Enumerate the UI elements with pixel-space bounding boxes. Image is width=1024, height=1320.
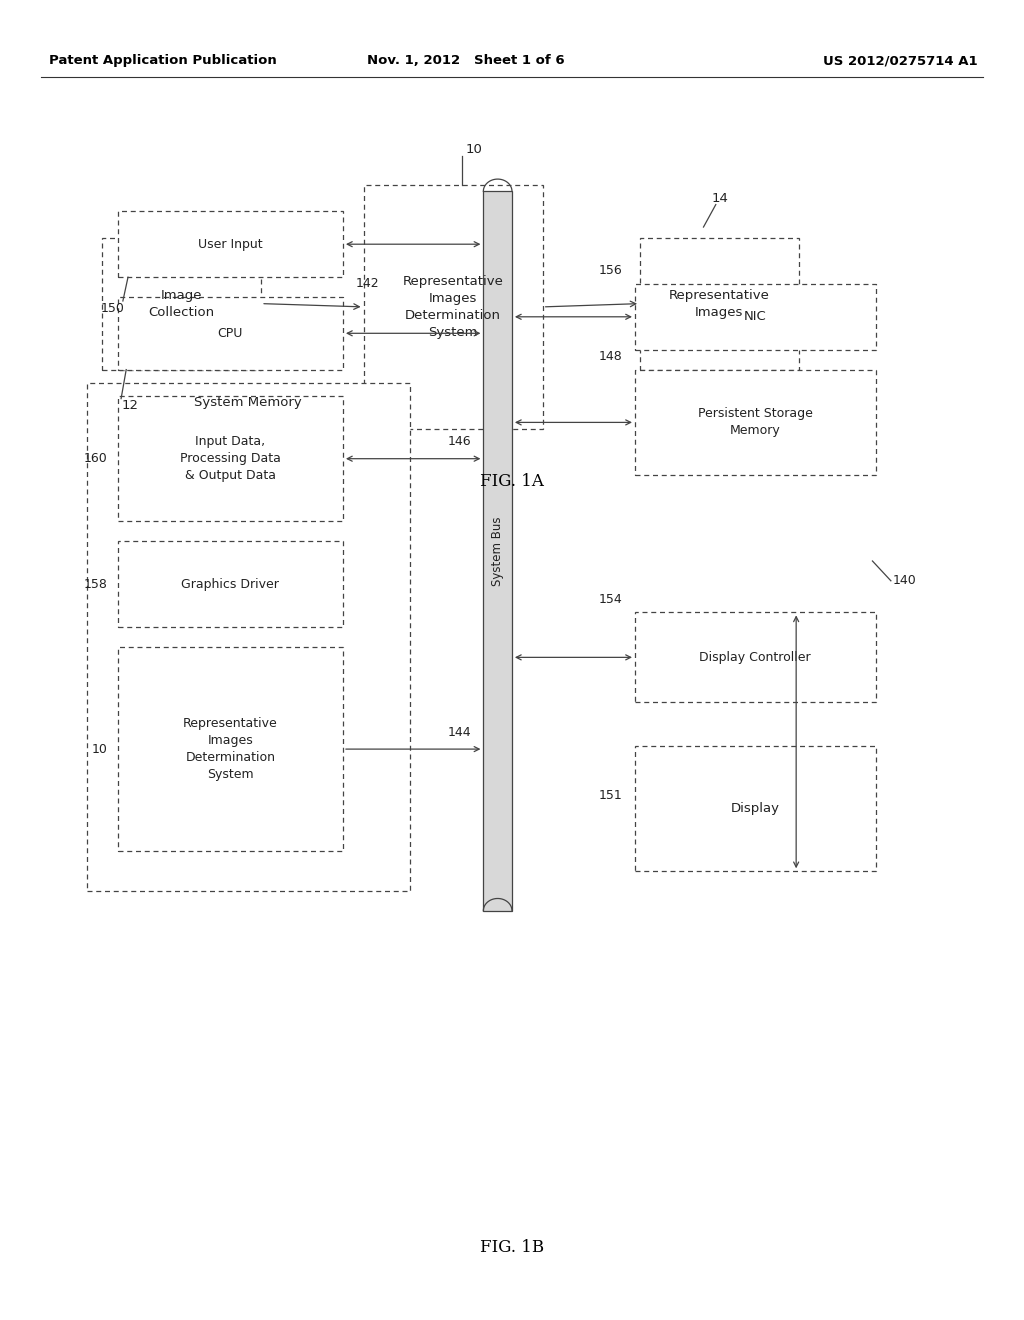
Text: 156: 156 — [599, 264, 623, 277]
Text: 12: 12 — [121, 399, 138, 412]
Bar — [87, 383, 410, 891]
Text: 140: 140 — [893, 574, 916, 587]
Text: 160: 160 — [84, 453, 108, 465]
Text: 151: 151 — [599, 789, 623, 801]
Bar — [118, 297, 343, 370]
Text: 144: 144 — [447, 726, 471, 739]
Bar — [635, 746, 876, 871]
Bar — [118, 396, 343, 521]
Text: Image
Collection: Image Collection — [148, 289, 215, 318]
Text: Representative
Images
Determination
System: Representative Images Determination Syst… — [183, 717, 278, 781]
Text: Input Data,
Processing Data
& Output Data: Input Data, Processing Data & Output Dat… — [180, 436, 281, 482]
Text: Persistent Storage
Memory: Persistent Storage Memory — [697, 408, 813, 437]
Bar — [635, 284, 876, 350]
Text: Graphics Driver: Graphics Driver — [181, 578, 280, 590]
Text: Representative
Images
Determination
System: Representative Images Determination Syst… — [402, 275, 504, 339]
Bar — [640, 238, 799, 370]
Text: 10: 10 — [465, 143, 482, 156]
Text: Display: Display — [731, 803, 779, 814]
Text: CPU: CPU — [218, 327, 243, 339]
Text: 142: 142 — [355, 277, 379, 290]
Text: FIG. 1A: FIG. 1A — [480, 474, 544, 490]
Text: 146: 146 — [447, 436, 471, 449]
Bar — [635, 612, 876, 702]
Text: 148: 148 — [599, 350, 623, 363]
Text: Display Controller: Display Controller — [699, 651, 811, 664]
Text: System Bus: System Bus — [492, 516, 504, 586]
Bar — [483, 191, 512, 911]
Text: NIC: NIC — [743, 310, 767, 323]
Text: Representative
Images: Representative Images — [669, 289, 770, 318]
Bar — [118, 541, 343, 627]
Text: 14: 14 — [712, 191, 728, 205]
Text: Patent Application Publication: Patent Application Publication — [49, 54, 276, 67]
Text: 10: 10 — [91, 743, 108, 755]
Text: 158: 158 — [84, 578, 108, 590]
Bar — [364, 185, 543, 429]
Text: Nov. 1, 2012   Sheet 1 of 6: Nov. 1, 2012 Sheet 1 of 6 — [368, 54, 564, 67]
Bar — [118, 647, 343, 851]
Bar — [635, 370, 876, 475]
Bar — [118, 211, 343, 277]
Text: 150: 150 — [101, 302, 125, 315]
Bar — [102, 238, 261, 370]
Text: US 2012/0275714 A1: US 2012/0275714 A1 — [823, 54, 978, 67]
Text: System Memory: System Memory — [195, 396, 302, 409]
Text: User Input: User Input — [198, 238, 263, 251]
Text: FIG. 1B: FIG. 1B — [480, 1239, 544, 1255]
Text: 154: 154 — [599, 593, 623, 606]
